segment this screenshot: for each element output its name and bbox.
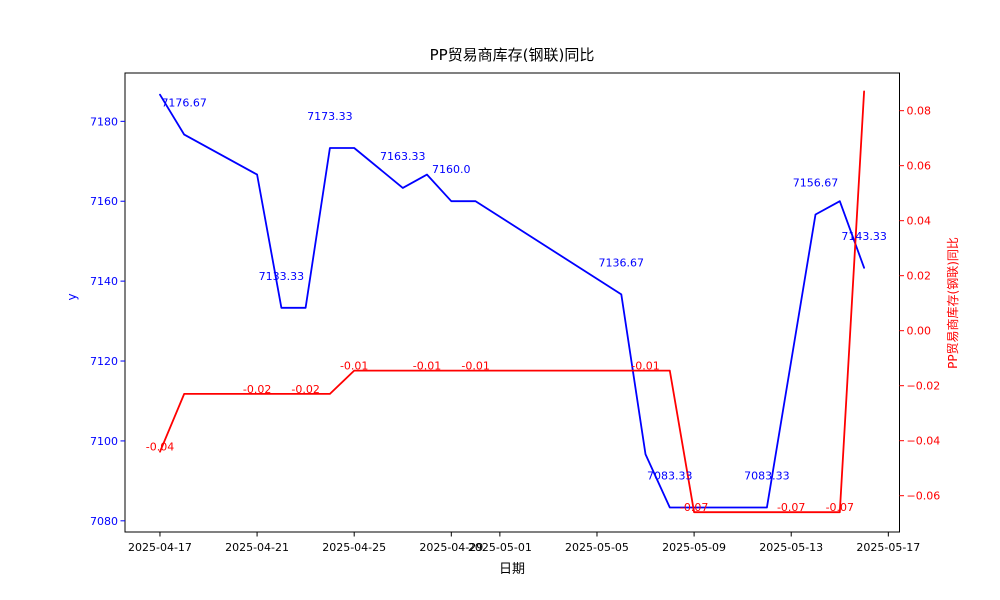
y-tick-label-right: −0.02 [907, 380, 941, 393]
y-tick-label-right: 0.02 [907, 270, 932, 283]
x-tick-label: 2025-04-21 [225, 541, 289, 554]
data-point-label: 7176.67 [161, 97, 207, 110]
data-point-label: 7163.33 [380, 150, 426, 163]
data-point-label: 7083.33 [647, 470, 693, 483]
y-tick-label-right: −0.06 [907, 490, 941, 503]
x-tick-label: 2025-05-01 [468, 541, 532, 554]
data-point-label: 7173.33 [307, 110, 353, 123]
x-tick-label: 2025-05-09 [662, 541, 726, 554]
y-tick-label-left: 7120 [90, 355, 118, 368]
yoy-series-line [159, 90, 865, 514]
plot-area: 2025-04-17 2025-04-21 2025-04-25 2025-04-29… [90, 72, 941, 554]
data-point-label: 7136.67 [599, 256, 645, 269]
x-tick-label: 2025-04-17 [128, 541, 192, 554]
y-tick-label-left: 7160 [90, 195, 118, 208]
y-axis-label-left: y [65, 293, 79, 300]
y-tick-label-right: 0.00 [907, 325, 932, 338]
data-point-label: 7133.33 [259, 270, 305, 283]
y-tick-label-left: 7180 [90, 115, 118, 128]
inventory-series-line [159, 93, 865, 509]
data-point-label: -0.04 [146, 441, 174, 454]
x-tick-label: 2025-05-05 [565, 541, 629, 554]
y-tick-label-right: 0.08 [907, 105, 932, 118]
x-tick-label: 2025-04-25 [322, 541, 386, 554]
data-point-label: -0.07 [826, 501, 854, 514]
data-point-label: -0.01 [340, 360, 368, 373]
x-tick-label: 2025-04-29 [419, 541, 483, 554]
y-tick-label-right: 0.06 [907, 160, 932, 173]
y-tick-label-left: 7140 [90, 275, 118, 288]
y-tick-label-left: 7080 [90, 515, 118, 528]
data-point-label: -0.07 [777, 501, 805, 514]
data-point-label: 7083.33 [744, 470, 790, 483]
x-axis-label: 日期 [499, 562, 525, 577]
data-point-label: 7156.67 [793, 177, 839, 190]
data-point-label: -0.07 [680, 501, 708, 514]
x-tick-label: 2025-05-17 [856, 541, 920, 554]
x-tick-label: 2025-05-13 [759, 541, 823, 554]
data-point-label: -0.01 [461, 360, 489, 373]
y-tick-label-right: 0.04 [907, 215, 932, 228]
data-point-label: -0.01 [631, 360, 659, 373]
data-point-label: -0.02 [291, 383, 319, 396]
data-point-label: -0.02 [243, 383, 271, 396]
axes-frame [124, 72, 900, 533]
y-tick-label-left: 7100 [90, 435, 118, 448]
y-axis-label-right: PP贸易商库存(钢联)同比 [945, 237, 960, 369]
data-point-label: 7160.0 [432, 163, 471, 176]
y-tick-label-right: −0.04 [907, 435, 941, 448]
data-point-label: 7143.33 [841, 230, 887, 243]
data-point-label: -0.01 [413, 360, 441, 373]
chart-title: PP贸易商库存(钢联)同比 [430, 46, 595, 64]
